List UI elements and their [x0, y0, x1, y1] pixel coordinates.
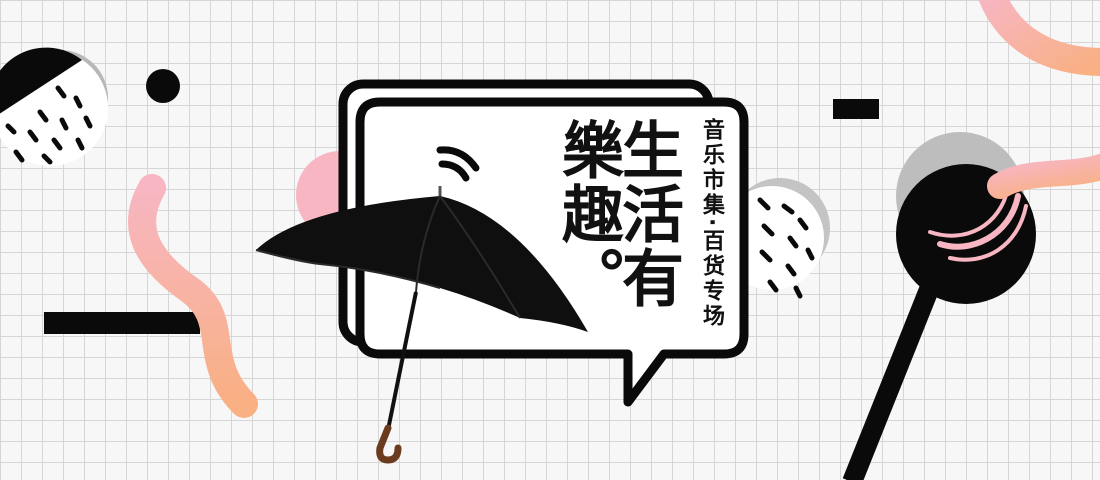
pink-arc-top-right [978, 0, 1100, 76]
main-title-line1: 生活有 [611, 118, 684, 310]
black-dot [146, 69, 180, 103]
pink-squiggle [128, 174, 258, 418]
black-bar-left [44, 312, 200, 334]
subtitle: 音乐市集·百货专场 [699, 118, 724, 330]
speech-bubble-front [355, 97, 749, 407]
umbrella-icon [255, 186, 588, 464]
dashed-circle-top-left [0, 47, 108, 166]
black-circle-lollipop [842, 132, 1100, 480]
black-dash-top-right [833, 99, 879, 119]
main-title-line2: 樂趣。 [551, 118, 624, 310]
wifi-signal-icon [436, 146, 480, 182]
